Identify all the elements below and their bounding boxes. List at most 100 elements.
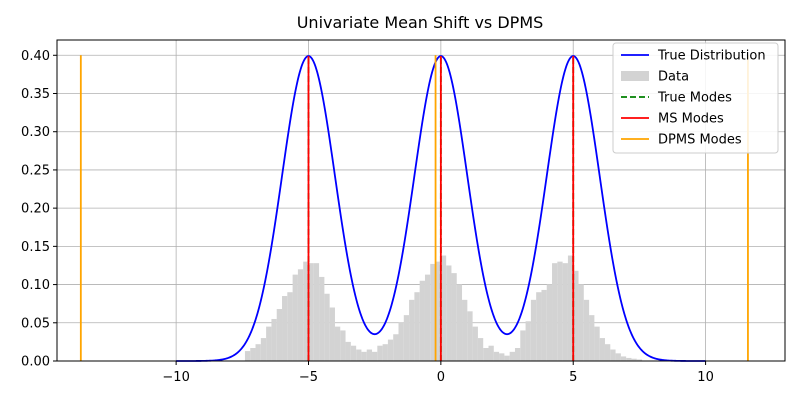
histogram-bar	[250, 348, 256, 361]
histogram-bar	[472, 326, 478, 361]
legend: True Distribution Data True Modes MS Modes D…	[612, 42, 779, 154]
histogram-bar	[636, 359, 643, 361]
histogram-data	[244, 255, 643, 361]
histogram-bar	[260, 338, 267, 361]
histogram-bar	[419, 280, 425, 361]
histogram-bar	[356, 349, 362, 361]
histogram-bar	[440, 255, 447, 361]
axes-frame	[56, 39, 786, 362]
legend-label-true-modes: True Modes	[657, 91, 732, 106]
x-tick-label: −5	[299, 370, 318, 385]
histogram-bar	[446, 265, 452, 361]
histogram-bar	[509, 351, 515, 361]
histogram-bar	[313, 263, 320, 361]
histogram-bar	[361, 351, 367, 361]
chart-title: Univariate Mean Shift vs DPMS	[297, 13, 544, 32]
plot-area: −10 −5 0 5 10 0.000.050.100.150.200.250.300.…	[21, 39, 786, 385]
histogram-bar	[287, 292, 293, 361]
histogram-bar	[456, 284, 463, 361]
histogram-bar	[536, 292, 542, 361]
histogram-bar	[610, 349, 616, 361]
histogram-bar	[546, 284, 553, 361]
histogram-bar	[552, 263, 558, 361]
y-tick-label: 0.35	[21, 87, 50, 102]
y-tick-label: 0.20	[21, 202, 50, 217]
histogram-bar	[594, 326, 600, 361]
histogram-bar	[525, 321, 531, 361]
histogram-bar	[329, 307, 335, 361]
histogram-bar	[372, 351, 378, 361]
histogram-bar	[282, 296, 288, 361]
histogram-bar	[435, 261, 441, 361]
histogram-bar	[520, 330, 526, 361]
histogram-bar	[414, 292, 420, 361]
y-tick-label: 0.40	[21, 49, 50, 64]
legend-box	[612, 42, 779, 154]
mode-lines	[79, 55, 749, 361]
histogram-bar	[620, 356, 627, 361]
histogram-bar	[266, 326, 272, 361]
histogram-bar	[604, 344, 611, 361]
histogram-bar	[504, 355, 510, 361]
histogram-bar	[244, 351, 251, 361]
histogram-bar	[345, 341, 351, 361]
histogram-bar	[319, 276, 325, 361]
histogram-bar	[557, 261, 563, 361]
histogram-bar	[599, 338, 605, 361]
histogram-bar	[488, 345, 494, 361]
histogram-bar	[424, 274, 431, 361]
histogram-bar	[477, 338, 484, 361]
y-tick-label: 0.30	[21, 125, 50, 140]
y-tick-label: 0.10	[21, 278, 50, 293]
y-axis-ticks: 0.00 0.05 0.10 0.15 0.20 0.25 0.30 0.35 0.40	[21, 49, 57, 370]
axes-border	[56, 39, 786, 362]
y-tick-label: 0.15	[21, 240, 50, 255]
histogram-bar	[393, 334, 399, 361]
histogram-bar	[255, 344, 261, 361]
legend-label-dpms-modes: DPMS Modes	[658, 133, 742, 148]
histogram-bar	[451, 273, 457, 361]
x-tick-label: 5	[569, 370, 577, 385]
x-tick-label: 10	[697, 370, 714, 385]
histogram-bar	[530, 299, 537, 361]
histogram-bar	[366, 349, 373, 361]
histogram-bar	[297, 269, 304, 361]
histogram-bar	[467, 311, 473, 361]
histogram-bar	[387, 339, 394, 361]
histogram-bar	[615, 353, 621, 361]
histogram-bar	[276, 309, 283, 361]
histogram-bar	[589, 315, 595, 361]
histogram-bar	[382, 344, 388, 361]
histogram-bar	[631, 358, 637, 361]
histogram-bar	[514, 348, 521, 361]
histogram-bar	[430, 263, 436, 361]
x-axis-ticks: −10 −5 0 5 10	[162, 361, 714, 385]
histogram-bar	[562, 263, 568, 361]
histogram-bar	[292, 274, 298, 361]
histogram-bar	[578, 284, 584, 361]
x-tick-label: −10	[162, 370, 189, 385]
legend-label-ms-modes: MS Modes	[658, 112, 724, 127]
histogram-bar	[567, 255, 574, 361]
histogram-bar	[462, 299, 468, 361]
histogram-bar	[541, 289, 547, 361]
histogram-bar	[324, 293, 330, 361]
histogram-bar	[350, 345, 357, 361]
y-tick-label: 0.05	[21, 316, 50, 331]
histogram-bar	[398, 322, 404, 361]
histogram-bar	[308, 263, 314, 361]
histogram-bar	[493, 351, 500, 361]
y-tick-label: 0.00	[21, 355, 50, 370]
histogram-bar	[334, 326, 341, 361]
x-tick-label: 0	[437, 370, 445, 385]
histogram-bar	[340, 330, 346, 361]
histogram-bar	[626, 357, 632, 361]
legend-label-true-distribution: True Distribution	[657, 49, 766, 64]
histogram-bar	[403, 315, 410, 361]
legend-swatch-data	[621, 71, 649, 81]
histogram-bar	[499, 353, 505, 361]
histogram-bar	[377, 345, 383, 361]
histogram-bar	[583, 299, 590, 361]
histogram-bar	[303, 261, 309, 361]
